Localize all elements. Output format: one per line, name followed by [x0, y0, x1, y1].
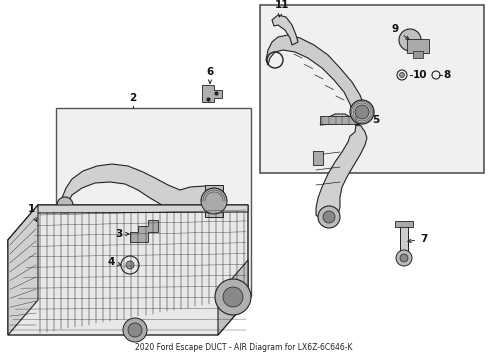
Bar: [319, 116, 357, 124]
Polygon shape: [265, 35, 364, 120]
Polygon shape: [8, 205, 247, 335]
Circle shape: [123, 318, 147, 342]
Polygon shape: [271, 15, 297, 45]
Polygon shape: [218, 260, 247, 335]
Circle shape: [349, 100, 373, 124]
Bar: [394, 221, 412, 227]
Circle shape: [395, 250, 411, 266]
Circle shape: [201, 188, 226, 214]
Bar: [312, 151, 323, 165]
Circle shape: [215, 279, 250, 315]
Circle shape: [126, 261, 134, 269]
Circle shape: [398, 29, 420, 51]
Text: 5: 5: [355, 115, 379, 126]
Polygon shape: [8, 205, 38, 335]
Bar: [412, 51, 422, 58]
Text: 2020 Ford Escape DUCT - AIR Diagram for LX6Z-6C646-K: 2020 Ford Escape DUCT - AIR Diagram for …: [135, 343, 352, 352]
Text: 11: 11: [274, 0, 289, 17]
Text: 8: 8: [442, 70, 449, 80]
Circle shape: [128, 323, 142, 337]
Polygon shape: [8, 205, 247, 247]
Circle shape: [57, 197, 73, 213]
Text: 2: 2: [129, 93, 136, 103]
Circle shape: [323, 211, 334, 223]
Bar: [56, 108, 250, 296]
Text: 10: 10: [412, 70, 427, 80]
Bar: [399, 225, 407, 260]
Polygon shape: [130, 220, 158, 242]
Circle shape: [399, 254, 407, 262]
Bar: [260, 5, 483, 173]
Text: 3: 3: [115, 229, 129, 239]
Polygon shape: [315, 114, 366, 222]
Circle shape: [399, 72, 404, 77]
Circle shape: [317, 206, 339, 228]
Polygon shape: [62, 164, 224, 217]
Text: 6: 6: [206, 67, 213, 83]
Bar: [204, 185, 223, 217]
Circle shape: [354, 105, 368, 119]
Text: 9: 9: [391, 24, 408, 40]
Circle shape: [223, 287, 243, 307]
Text: 7: 7: [407, 234, 427, 244]
Bar: [406, 39, 428, 53]
Polygon shape: [202, 85, 222, 102]
Text: 1: 1: [28, 204, 37, 221]
Text: 4: 4: [107, 257, 121, 267]
